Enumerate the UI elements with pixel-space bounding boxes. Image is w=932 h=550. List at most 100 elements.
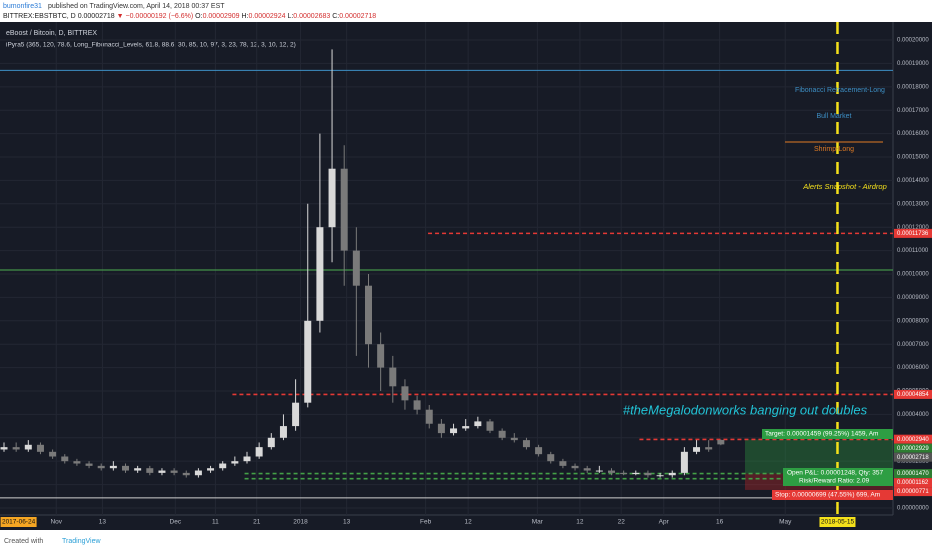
candle-body [61, 456, 69, 462]
target-badge [762, 429, 893, 439]
marker-badge [0, 517, 37, 527]
candle-body [680, 451, 688, 473]
candle-body [219, 463, 227, 469]
candle-body [24, 444, 32, 450]
candle-body [377, 344, 385, 368]
x-tick-label: 11 [212, 519, 219, 526]
x-tick-label: 21 [253, 519, 261, 526]
quote-value: 0.00002718 [339, 13, 376, 20]
candle-body [389, 367, 397, 387]
y-tick-label: 0.00006000 [897, 365, 929, 371]
annotation: Bull Market [816, 113, 851, 120]
candle-body [401, 386, 409, 401]
price-label: 0.00001470 [897, 471, 929, 477]
x-tick-label: Apr [659, 519, 670, 526]
candle-body [182, 472, 190, 476]
pnl-label: Open P&L: 0.00001248, Qty: 357 [787, 470, 884, 477]
quote-value: 0.00002683 [293, 13, 330, 20]
price-change: ▼ −0.00000192 (−6.6%) [117, 13, 194, 20]
candle-body [717, 439, 725, 445]
x-tick-label: 13 [343, 519, 351, 526]
y-tick-label: 0.00013000 [897, 201, 929, 207]
x-tick-label: May [779, 519, 792, 526]
price-label: 0.00001162 [897, 480, 929, 486]
x-tick-label: Mar [532, 519, 544, 526]
price-badge [894, 487, 932, 497]
candle-body [547, 454, 555, 462]
candle-body [522, 440, 530, 448]
candle-body [535, 447, 543, 455]
stop-label: Stop: 0.00000699 (47.55%) 699, Am [775, 492, 880, 499]
price-label: 0.00002718 [897, 455, 929, 461]
candle-body [620, 472, 628, 475]
target-label: Target: 0.00001459 (99.25%) 1459, Am [765, 431, 878, 438]
y-tick-label: 0.00010000 [897, 272, 929, 278]
x-tick-label: 16 [716, 519, 724, 526]
last-price: 0.00002718 [78, 13, 115, 20]
candle-body [231, 461, 239, 464]
price-badge [894, 443, 932, 453]
y-tick-label: 0.00017000 [897, 108, 929, 114]
candle-body [607, 470, 615, 473]
x-tick-label: Feb [420, 519, 432, 526]
y-tick-label: 0.00007000 [897, 342, 929, 348]
marker-badge [819, 517, 856, 527]
annotation: Fibonacci Retracement-Long [795, 87, 885, 94]
candle-body [352, 250, 360, 286]
candle-body [668, 472, 676, 476]
candle-body [413, 400, 421, 410]
candle-body [279, 426, 287, 438]
candle-body [340, 168, 348, 251]
pnl-badge [783, 468, 893, 486]
y-tick-label: 0.00015000 [897, 155, 929, 161]
price-badge [894, 434, 932, 444]
ratio-label: Risk/Reward Ratio: 2.09 [799, 478, 869, 485]
x-tick-label: 22 [618, 519, 626, 526]
price-badge [894, 389, 932, 399]
indicator-legend: iPyra5 (365, 120, 78.6, Long_Fibonacci_L… [6, 42, 296, 49]
price-label: 0.00000771 [897, 489, 929, 495]
quote-key: L: [287, 13, 293, 20]
marker-label: 2018-05-15 [821, 519, 855, 526]
candle-body [170, 470, 178, 473]
candle-body [571, 465, 579, 469]
price-badge [894, 452, 932, 462]
price-badge [894, 469, 932, 479]
x-tick-label: 12 [576, 519, 584, 526]
candle-body [595, 470, 603, 472]
published: published on TradingView.com, April 14, … [48, 3, 225, 10]
candle-body [693, 447, 701, 452]
price-label: 0.00011736 [897, 231, 929, 237]
footer-created: Created with [4, 538, 43, 545]
y-tick-label: 0.00000000 [897, 506, 929, 512]
candle-body [134, 468, 142, 471]
footer-brand[interactable]: TradingView [62, 538, 101, 545]
y-tick-label: 0.00004000 [897, 412, 929, 418]
candle-body [486, 421, 494, 431]
symbol: BITTREX:EBSTBTC, D [3, 13, 76, 20]
quote-line: BITTREX:EBSTBTC, D 0.00002718 ▼ −0.00000… [3, 13, 376, 20]
y-tick-label: 0.00018000 [897, 84, 929, 90]
candle-body [583, 468, 591, 471]
y-tick-label: 0.00012000 [897, 225, 929, 231]
y-tick-label: 0.00002000 [897, 459, 929, 465]
candle-body [73, 461, 81, 464]
annotation: Alerts Snapshot - Airdrop [802, 182, 887, 191]
y-tick-label: 0.00020000 [897, 38, 929, 44]
candle-body [498, 430, 506, 438]
candle-body [85, 463, 93, 466]
candle-body [328, 168, 336, 228]
author[interactable]: bumonfire31 [3, 3, 42, 10]
candle-body [364, 285, 372, 345]
candle-body [194, 470, 202, 476]
candle-body [255, 447, 263, 457]
candle-body [559, 461, 567, 466]
marker-label: 2017-06-24 [2, 519, 36, 526]
x-tick-label: 13 [99, 519, 107, 526]
y-tick-label: 0.00009000 [897, 295, 929, 301]
candle-body [12, 447, 20, 450]
price-label: 0.00002929 [897, 446, 929, 452]
candle-body [49, 451, 57, 457]
candle-body [304, 320, 312, 403]
candle-body [437, 423, 445, 434]
